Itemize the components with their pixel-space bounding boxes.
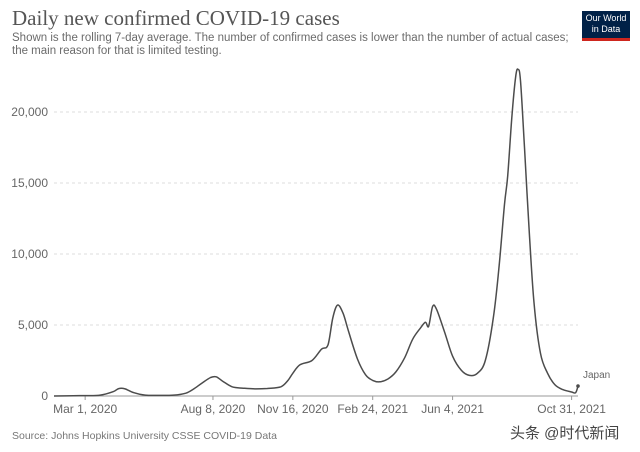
logo-line-1: Our World	[585, 13, 627, 23]
x-tick-label: Jun 4, 2021	[421, 402, 484, 416]
series-end-point	[576, 384, 580, 388]
x-tick-label: Aug 8, 2020	[181, 402, 246, 416]
chart-title: Daily new confirmed COVID-19 cases	[12, 6, 340, 30]
series-layer: Japan	[53, 68, 610, 397]
watermark: 头条 @时代新闻	[510, 425, 620, 442]
x-axis-ticks: Mar 1, 2020 Aug 8, 2020 Nov 16, 2020 Feb 24…	[53, 396, 606, 416]
series-label: Japan	[583, 370, 610, 381]
x-tick-label: Oct 31, 2021	[537, 402, 606, 416]
owid-logo[interactable]: Our World in Data	[582, 11, 630, 41]
y-tick-label: 10,000	[11, 247, 48, 261]
x-tick-label: Mar 1, 2020	[53, 402, 117, 416]
y-tick-label: 15,000	[11, 176, 48, 190]
y-tick-label: 5,000	[18, 318, 48, 332]
grid-lines	[54, 111, 578, 397]
logo-line-2: in Data	[591, 24, 621, 34]
x-tick-label: Feb 24, 2021	[337, 402, 408, 416]
y-axis-ticks: 0 5,000 10,000 15,000 20,000	[11, 105, 48, 403]
x-tick-label: Nov 16, 2020	[257, 402, 329, 416]
chart-subtitle: Shown is the rolling 7-day average. The …	[12, 32, 569, 57]
source-note: Source: Johns Hopkins University CSSE CO…	[12, 430, 277, 442]
series-line-japan[interactable]	[53, 68, 579, 397]
y-tick-label: 0	[41, 389, 48, 403]
y-tick-label: 20,000	[11, 105, 48, 119]
